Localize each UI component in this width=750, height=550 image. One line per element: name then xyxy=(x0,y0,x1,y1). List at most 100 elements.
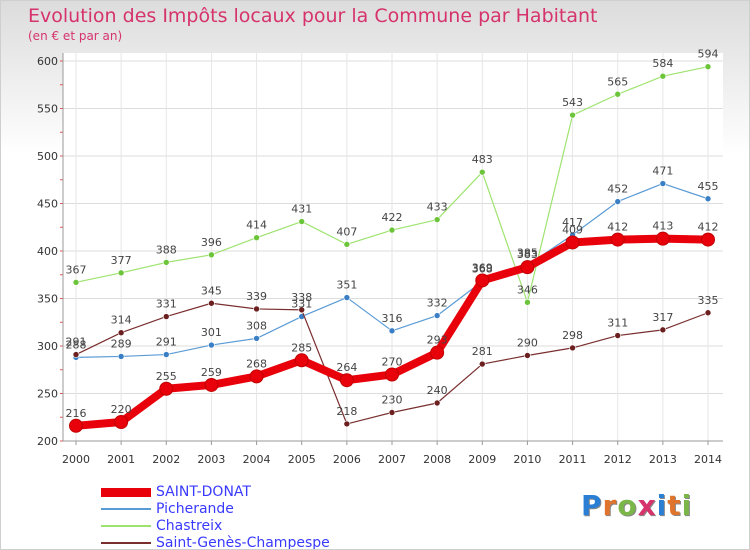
data-label: 291 xyxy=(156,336,177,349)
proxiti-logo: Proxiti xyxy=(581,489,692,522)
x-tick-label: 2012 xyxy=(604,453,632,466)
data-label: 351 xyxy=(336,279,357,292)
x-tick-label: 2011 xyxy=(559,453,587,466)
legend-swatch xyxy=(101,508,151,510)
data-point xyxy=(704,63,712,70)
data-label: 385 xyxy=(517,246,538,259)
data-label: 316 xyxy=(382,312,403,325)
data-point xyxy=(117,329,125,337)
data-label: 289 xyxy=(111,337,132,350)
data-label: 311 xyxy=(607,317,628,330)
legend-swatch xyxy=(101,542,151,544)
y-tick-label: 500 xyxy=(37,150,58,163)
legend-swatch xyxy=(101,525,151,527)
legend-swatch xyxy=(101,488,151,497)
data-point xyxy=(159,381,174,396)
data-label: 288 xyxy=(66,338,87,351)
x-tick-label: 2003 xyxy=(197,453,225,466)
data-label: 409 xyxy=(562,223,583,236)
data-label: 369 xyxy=(472,261,493,274)
data-point xyxy=(253,234,260,241)
y-tick-label: 400 xyxy=(37,245,58,258)
data-point xyxy=(433,216,441,223)
data-label: 331 xyxy=(291,298,312,311)
data-label: 414 xyxy=(246,219,267,232)
data-point xyxy=(430,345,445,360)
data-label: 346 xyxy=(517,283,538,296)
data-label: 412 xyxy=(698,221,719,234)
y-tick-label: 350 xyxy=(37,293,58,306)
x-tick-label: 2006 xyxy=(333,453,361,466)
data-point xyxy=(298,306,306,314)
data-point xyxy=(343,241,351,248)
x-tick-label: 2008 xyxy=(423,453,451,466)
data-label: 338 xyxy=(291,291,312,304)
data-label: 483 xyxy=(472,153,493,166)
data-point xyxy=(610,232,625,247)
data-point xyxy=(614,198,622,205)
data-label: 335 xyxy=(698,294,719,307)
data-point xyxy=(704,195,712,203)
data-point xyxy=(162,313,170,320)
data-point xyxy=(659,72,667,80)
data-label: 240 xyxy=(427,384,448,397)
data-label: 433 xyxy=(427,201,448,214)
data-point xyxy=(343,294,351,301)
data-label: 314 xyxy=(111,314,132,327)
logo-letter: r xyxy=(602,489,618,522)
logo-letter: o xyxy=(617,489,638,522)
data-label: 332 xyxy=(427,297,448,310)
data-point xyxy=(659,180,667,187)
data-label: 471 xyxy=(652,165,673,178)
data-point xyxy=(253,305,260,313)
data-label: 298 xyxy=(562,329,583,342)
data-point xyxy=(614,90,622,98)
data-point xyxy=(298,218,306,225)
data-point xyxy=(478,360,486,368)
data-point xyxy=(162,259,170,266)
x-tick-label: 2000 xyxy=(62,453,90,466)
data-label: 417 xyxy=(562,216,583,229)
y-tick-label: 300 xyxy=(37,340,58,353)
data-point xyxy=(204,377,219,392)
data-point xyxy=(388,226,396,234)
logo-letter: P xyxy=(581,489,603,522)
x-tick-label: 2013 xyxy=(649,453,677,466)
data-label: 388 xyxy=(156,243,177,256)
data-label: 285 xyxy=(291,341,312,354)
data-label: 452 xyxy=(607,183,628,196)
data-point xyxy=(339,373,354,388)
data-point xyxy=(478,168,486,176)
data-point xyxy=(388,327,396,335)
data-point xyxy=(433,399,441,407)
data-label: 345 xyxy=(201,284,222,297)
logo-letter: i xyxy=(656,489,668,522)
data-label: 308 xyxy=(246,319,267,332)
data-point xyxy=(524,298,531,306)
data-point xyxy=(343,420,351,428)
data-label: 255 xyxy=(156,370,177,383)
data-label: 317 xyxy=(652,311,673,324)
x-tick-label: 2010 xyxy=(513,453,541,466)
data-point xyxy=(208,341,215,349)
data-point xyxy=(569,111,576,119)
data-point xyxy=(294,353,309,368)
data-label: 584 xyxy=(652,57,673,70)
data-point xyxy=(524,352,531,359)
y-tick-label: 600 xyxy=(37,55,58,68)
data-label: 455 xyxy=(698,180,719,193)
x-tick-label: 2004 xyxy=(243,453,271,466)
y-tick-label: 250 xyxy=(37,388,58,401)
data-label: 407 xyxy=(336,225,357,238)
y-tick-label: 200 xyxy=(37,435,58,448)
data-point xyxy=(253,335,260,342)
data-point xyxy=(208,251,215,259)
data-label: 259 xyxy=(201,366,222,379)
data-point xyxy=(114,415,129,429)
data-label: 281 xyxy=(472,345,493,358)
data-point xyxy=(385,367,399,382)
data-label: 270 xyxy=(382,356,403,369)
data-point xyxy=(72,279,80,286)
data-label: 293 xyxy=(427,334,448,347)
